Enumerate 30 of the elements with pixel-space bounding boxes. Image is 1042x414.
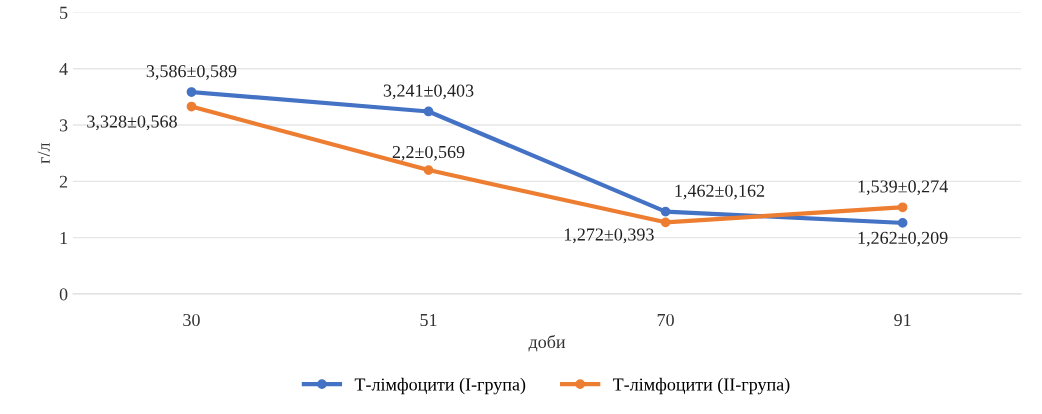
point (423, 165, 434, 175)
y-tick-label: 2 (59, 175, 68, 188)
data-label: 1,272±0,393 (564, 228, 654, 244)
y-tick-label: 5 (60, 6, 68, 19)
y-tick-label: 1 (60, 231, 67, 244)
data-label: 3,241±0,403 (383, 84, 474, 100)
data-label: 1,262±0,209 (858, 231, 948, 247)
x-tick-label: 51 (420, 313, 437, 327)
data-label: 3,586±0,589 (146, 65, 237, 80)
data-label: 2,2±0,569 (392, 145, 465, 161)
x-tick-label: 91 (894, 313, 911, 327)
data-label: 1,539±0,274 (858, 180, 948, 196)
legend-label: Т-лімфоцити (ІІ-група) (612, 377, 790, 395)
point (423, 106, 434, 117)
point (186, 101, 197, 112)
point (897, 202, 908, 213)
data-label: 3,328±0,568 (87, 115, 177, 131)
point (660, 206, 671, 217)
data-label: 1,462±0,162 (675, 184, 765, 200)
point (897, 218, 908, 228)
y-tick-label: 3 (59, 119, 68, 132)
point (660, 217, 671, 228)
x-axis-title: доби (528, 334, 566, 352)
legend-label: Т-лімфоцити (І-група) (354, 377, 526, 395)
y-tick-label: 0 (59, 288, 68, 301)
y-axis-title: г/л (37, 142, 50, 164)
y-tick-label: 4 (59, 63, 68, 75)
x-tick-label: 30 (183, 313, 200, 327)
point (186, 87, 197, 97)
x-tick-label: 70 (657, 313, 674, 327)
